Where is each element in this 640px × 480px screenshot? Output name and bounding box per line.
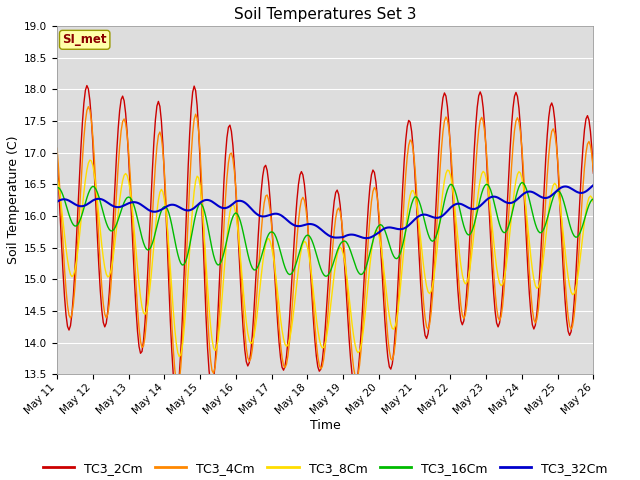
X-axis label: Time: Time	[310, 419, 340, 432]
TC3_32Cm	[390, 225, 397, 231]
TC3_16Cm	[153, 224, 161, 229]
TC3_4Cm	[68, 311, 76, 317]
TC3_2Cm	[527, 310, 534, 316]
TC3_32Cm	[153, 209, 161, 215]
TC3_16Cm	[68, 220, 76, 226]
TC3_16Cm	[390, 253, 397, 259]
TC3_8Cm	[154, 197, 162, 203]
Y-axis label: Soil Temperature (C): Soil Temperature (C)	[7, 136, 20, 264]
TC3_4Cm	[174, 383, 182, 389]
TC3_4Cm	[392, 340, 399, 346]
TC3_2Cm	[154, 98, 162, 104]
TC3_4Cm	[362, 281, 369, 287]
TC3_16Cm	[589, 196, 597, 202]
Line: TC3_8Cm: TC3_8Cm	[57, 160, 593, 357]
TC3_4Cm	[53, 145, 61, 151]
TC3_16Cm	[527, 203, 534, 209]
TC3_4Cm	[380, 272, 387, 278]
TC3_8Cm	[589, 200, 597, 205]
TC3_2Cm	[53, 155, 61, 160]
TC3_8Cm	[392, 323, 399, 329]
Text: SI_met: SI_met	[63, 33, 107, 46]
TC3_4Cm	[589, 169, 597, 175]
TC3_16Cm	[323, 273, 331, 279]
TC3_2Cm	[172, 393, 180, 398]
Title: Soil Temperatures Set 3: Soil Temperatures Set 3	[234, 7, 417, 22]
Legend: TC3_2Cm, TC3_4Cm, TC3_8Cm, TC3_16Cm, TC3_32Cm: TC3_2Cm, TC3_4Cm, TC3_8Cm, TC3_16Cm, TC3…	[38, 456, 613, 480]
TC3_4Cm	[84, 104, 92, 109]
Line: TC3_32Cm: TC3_32Cm	[57, 185, 593, 238]
TC3_32Cm	[68, 200, 76, 205]
TC3_16Cm	[518, 180, 525, 185]
TC3_8Cm	[53, 175, 61, 180]
TC3_32Cm	[589, 182, 597, 188]
TC3_32Cm	[525, 189, 533, 194]
TC3_8Cm	[86, 157, 93, 163]
TC3_16Cm	[378, 222, 386, 228]
TC3_2Cm	[362, 250, 369, 256]
TC3_32Cm	[363, 235, 371, 241]
TC3_2Cm	[392, 329, 399, 335]
TC3_8Cm	[380, 263, 387, 268]
TC3_8Cm	[175, 354, 183, 360]
TC3_2Cm	[83, 83, 91, 88]
TC3_16Cm	[53, 185, 61, 191]
TC3_32Cm	[53, 199, 61, 204]
TC3_8Cm	[68, 274, 76, 279]
TC3_4Cm	[527, 290, 534, 296]
TC3_8Cm	[527, 254, 534, 260]
Line: TC3_16Cm: TC3_16Cm	[57, 182, 593, 276]
Line: TC3_4Cm: TC3_4Cm	[57, 107, 593, 386]
TC3_32Cm	[378, 227, 386, 233]
Line: TC3_2Cm: TC3_2Cm	[57, 85, 593, 396]
TC3_2Cm	[380, 293, 387, 299]
TC3_8Cm	[362, 308, 369, 314]
TC3_32Cm	[358, 235, 366, 240]
TC3_2Cm	[589, 170, 597, 176]
TC3_2Cm	[68, 311, 76, 316]
TC3_16Cm	[360, 269, 368, 275]
TC3_4Cm	[154, 132, 162, 138]
